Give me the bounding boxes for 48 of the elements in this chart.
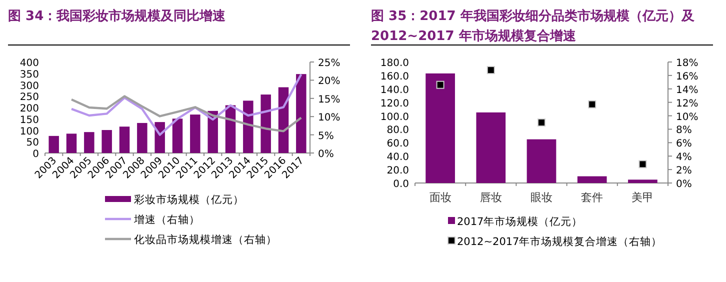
y2-tick-label: 2% — [676, 166, 692, 177]
y2-tick-label: 8% — [676, 125, 692, 136]
y-tick-label: 250 — [20, 92, 39, 104]
y-tick-label: 150 — [20, 114, 39, 126]
y2-tick-label: 0% — [676, 179, 692, 190]
y2-tick-label: 4% — [676, 152, 692, 164]
y2-tick-label: 25% — [318, 58, 340, 69]
x-tick-label: 套件 — [581, 191, 604, 204]
y-tick-label: 80.0 — [386, 125, 409, 136]
y2-tick-label: 12% — [676, 98, 698, 110]
legend: 2017年市场规模（亿元） 2012~2017年市场规模复合增速（右轴） — [448, 216, 662, 248]
y-tick-label: 60.0 — [386, 138, 409, 150]
y2-tick-label: 5% — [318, 130, 334, 142]
y2-tick-label: 10% — [676, 112, 698, 123]
y-tick-label: 200 — [20, 104, 39, 114]
y2-tick-label: 20% — [318, 76, 340, 88]
y2-tick-label: 0% — [318, 149, 334, 160]
y-tick-label: 20.0 — [386, 166, 409, 177]
x-tick-label: 眼妆 — [530, 191, 552, 204]
legend-label: 2012~2017年市场规模复合增速（右轴） — [457, 235, 662, 248]
legend-label: 2017年市场规模（亿元） — [457, 215, 583, 228]
y-tick-label: 40.0 — [386, 152, 409, 164]
x-tick-label: 唇妆 — [480, 191, 502, 204]
y-tick-label: 400 — [20, 58, 39, 69]
legend-label: 化妆品市场规模增速（右轴） — [134, 233, 277, 246]
chart-title: 图 35：2017 年我国彩妆细分品类市场规模（亿元）及2012~2017 年市场规模复合增速 — [371, 8, 696, 44]
y2-tick-label: 10% — [318, 112, 340, 124]
chart-title: 图 34：我国彩妆市场规模及同比增速 — [8, 8, 227, 24]
y-tick-label: 100.0 — [380, 112, 409, 123]
y2-tick-label: 15% — [318, 94, 340, 106]
y-tick-label: 140.0 — [380, 84, 409, 96]
x-tick-label: 面妆 — [429, 191, 452, 204]
y2-tick-label: 6% — [676, 138, 692, 150]
legend-label: 彩妆市场规模（亿元） — [134, 193, 244, 206]
y-tick-label: 120.0 — [380, 98, 409, 110]
x-tick-label: 美甲 — [632, 191, 654, 204]
y-tick-label: 300 — [20, 80, 39, 92]
y-tick-label: 50 — [26, 138, 39, 149]
y-tick-label: 0.0 — [393, 179, 409, 190]
y-tick-label: 0 — [32, 149, 39, 160]
y-tick-label: 100 — [20, 126, 39, 138]
y-tick-label: 350 — [20, 69, 39, 80]
legend-label: 增速（右轴） — [133, 213, 200, 226]
y2-tick-label: 18% — [676, 58, 698, 69]
y-tick-label: 160.0 — [380, 71, 409, 82]
y-tick-label: 180.0 — [380, 58, 409, 69]
y2-tick-label: 14% — [676, 84, 698, 96]
y2-tick-label: 16% — [676, 71, 698, 82]
